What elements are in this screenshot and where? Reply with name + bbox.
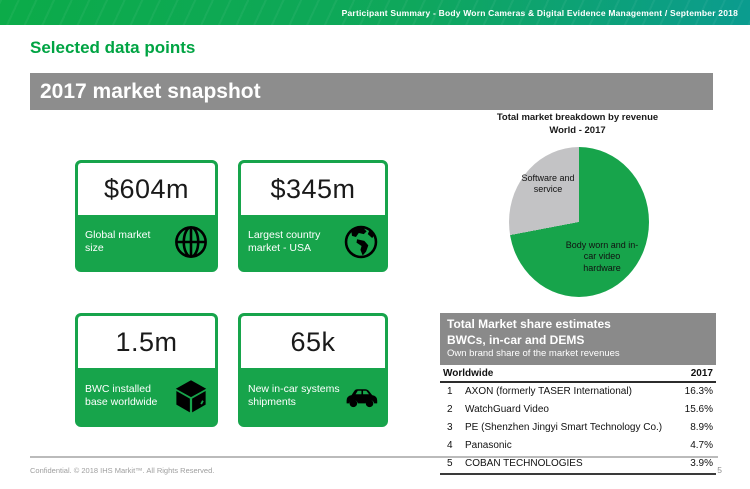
footer-divider — [30, 456, 718, 458]
company-cell: COBAN TECHNOLOGIES — [465, 458, 583, 470]
stat-label: Largest country market - USA — [248, 228, 321, 254]
stat-label: BWC installed base worldwide — [85, 382, 158, 408]
rank-cell: 4 — [447, 440, 453, 452]
rank-cell: 1 — [447, 386, 453, 398]
table-row: 3 PE (Shenzhen Jingyi Smart Technology C… — [440, 419, 716, 437]
pie-slice-label-hardware: Body worn and in-car video hardware — [565, 240, 639, 273]
stat-value: 1.5m — [78, 316, 215, 368]
stat-label: Global market size — [85, 228, 151, 254]
table-title: Total Market share estimates — [447, 317, 611, 331]
top-banner: Participant Summary - Body Worn Cameras … — [0, 0, 750, 25]
share-cell: 16.3% — [684, 386, 713, 398]
footer-copyright: Confidential. © 2018 IHS Markit™. All Ri… — [30, 466, 215, 475]
pie-chart: Software and service Body worn and in-ca… — [509, 147, 649, 297]
earth-icon — [342, 223, 380, 261]
top-banner-text: Participant Summary - Body Worn Cameras … — [341, 7, 738, 18]
share-cell: 3.9% — [690, 458, 713, 470]
car-icon — [342, 377, 380, 415]
table-body: 1 AXON (formerly TASER International) 16… — [440, 383, 716, 475]
stat-caption-row: Largest country market - USA — [241, 215, 385, 269]
page-number: 5 — [717, 465, 722, 475]
stat-card-installed-base: 1.5m BWC installed base worldwide — [75, 313, 218, 427]
table-note: Own brand share of the market revenues — [447, 348, 620, 360]
company-cell: Panasonic — [465, 440, 512, 452]
stat-card-global-market: $604m Global market size — [75, 160, 218, 272]
market-share-table: Total Market share estimates BWCs, in-ca… — [440, 313, 716, 475]
stat-value: 65k — [241, 316, 385, 368]
company-cell: PE (Shenzhen Jingyi Smart Technology Co.… — [465, 422, 663, 434]
table-row: 2 WatchGuard Video 15.6% — [440, 401, 716, 419]
pie-chart-subtitle: World - 2017 — [549, 124, 606, 136]
stat-caption-row: New in-car systems shipments — [241, 368, 385, 424]
package-box-icon — [172, 377, 210, 415]
table-row: 5 COBAN TECHNOLOGIES 3.9% — [440, 455, 716, 473]
section-title-bar: 2017 market snapshot — [30, 73, 713, 110]
stat-label: New in-car systems shipments — [248, 382, 340, 408]
stat-value: $604m — [78, 163, 215, 215]
stat-card-incar-shipments: 65k New in-car systems shipments — [238, 313, 388, 427]
stat-value: $345m — [241, 163, 385, 215]
table-row: 4 Panasonic 4.7% — [440, 437, 716, 455]
share-cell: 4.7% — [690, 440, 713, 452]
table-row: 1 AXON (formerly TASER International) 16… — [440, 383, 716, 401]
column-header-year: 2017 — [690, 367, 713, 379]
company-cell: AXON (formerly TASER International) — [465, 386, 632, 398]
table-column-header-row: Worldwide 2017 — [440, 365, 716, 383]
rank-cell: 5 — [447, 458, 453, 470]
stat-card-largest-country: $345m Largest country market - USA — [238, 160, 388, 272]
rank-cell: 2 — [447, 404, 453, 416]
rank-cell: 3 — [447, 422, 453, 434]
table-header-block: Total Market share estimates BWCs, in-ca… — [440, 313, 716, 365]
globe-grid-icon — [172, 223, 210, 261]
page-title: Selected data points — [30, 38, 196, 57]
stat-caption-row: BWC installed base worldwide — [78, 368, 215, 424]
share-cell: 15.6% — [684, 404, 713, 416]
pie-chart-title: Total market breakdown by revenue — [496, 112, 659, 123]
company-cell: WatchGuard Video — [465, 404, 549, 416]
section-title: 2017 market snapshot — [40, 79, 261, 103]
pie-slice-label-software: Software and service — [521, 173, 575, 195]
pie-chart-title-block: Total market breakdown by revenue World … — [455, 112, 700, 138]
column-header-region: Worldwide — [443, 367, 494, 379]
share-cell: 8.9% — [690, 422, 713, 434]
table-subtitle: BWCs, in-car and DEMS — [447, 332, 585, 347]
stat-caption-row: Global market size — [78, 215, 215, 269]
